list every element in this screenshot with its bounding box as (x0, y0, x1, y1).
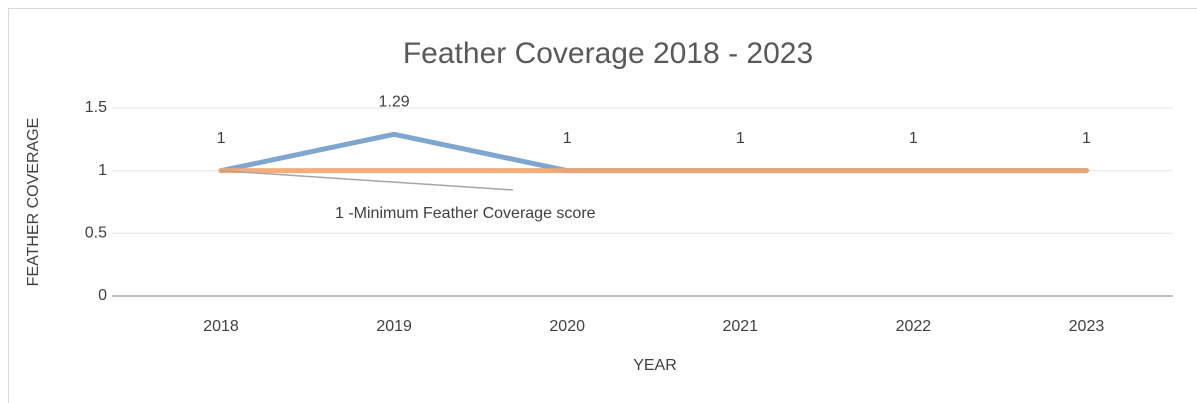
x-tick-label: 2023 (1069, 318, 1105, 335)
y-axis-label: FEATHER COVERAGE (25, 118, 42, 287)
data-label: 1 (217, 130, 226, 147)
x-tick-label: 2018 (203, 318, 239, 335)
annotation-leader (220, 169, 514, 191)
x-tick-label: 2022 (896, 318, 932, 335)
data-label: 1 (1082, 130, 1091, 147)
y-tick-label: 1.5 (85, 99, 107, 116)
data-label: 1 (563, 130, 572, 147)
y-tick-label: 1 (98, 162, 107, 179)
series-line (218, 131, 1089, 174)
data-label: 1.29 (379, 94, 410, 111)
annotation: 1 -Minimum Feather Coverage score (335, 205, 596, 222)
y-tick-label: 0.5 (85, 225, 107, 242)
x-tick-label: 2021 (722, 318, 758, 335)
x-tick-label: 2020 (549, 318, 585, 335)
data-label: 1 (909, 130, 918, 147)
data-label: 1 (736, 130, 745, 147)
x-axis-label: YEAR (633, 357, 677, 374)
y-tick-label: 0 (98, 287, 107, 304)
chart-title: Feather Coverage 2018 - 2023 (403, 37, 813, 70)
x-tick-label: 2019 (376, 318, 412, 335)
chart-border (8, 8, 1197, 403)
